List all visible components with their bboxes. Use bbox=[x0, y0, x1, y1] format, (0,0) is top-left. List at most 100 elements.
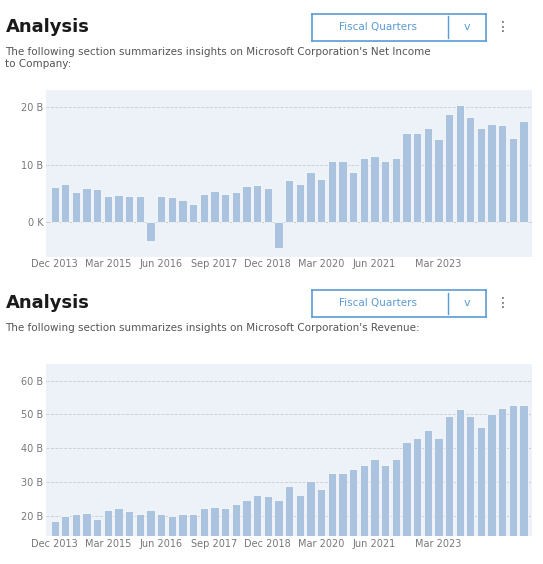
Bar bbox=[168, 197, 176, 222]
Text: v: v bbox=[464, 298, 470, 309]
Bar bbox=[509, 138, 517, 222]
Bar bbox=[115, 195, 123, 222]
Bar bbox=[349, 469, 357, 564]
Text: ⋮: ⋮ bbox=[496, 297, 510, 310]
Bar bbox=[498, 408, 507, 564]
Bar bbox=[466, 416, 475, 564]
Bar bbox=[253, 185, 261, 222]
Bar bbox=[104, 510, 112, 564]
Text: Analysis: Analysis bbox=[5, 18, 89, 36]
Bar bbox=[477, 127, 485, 222]
Bar bbox=[295, 184, 304, 222]
Bar bbox=[424, 127, 432, 222]
Bar bbox=[179, 200, 187, 222]
Bar bbox=[147, 510, 155, 564]
Bar bbox=[104, 196, 112, 222]
Bar bbox=[93, 190, 102, 222]
Bar bbox=[413, 438, 421, 564]
Bar bbox=[370, 156, 378, 222]
Bar bbox=[285, 486, 293, 564]
Bar bbox=[434, 139, 443, 222]
Bar bbox=[370, 459, 378, 564]
Text: Fiscal Quarters: Fiscal Quarters bbox=[339, 22, 417, 32]
Bar bbox=[445, 416, 453, 564]
Bar bbox=[179, 514, 187, 564]
Bar bbox=[338, 473, 346, 564]
Bar bbox=[189, 514, 198, 564]
Bar bbox=[157, 514, 166, 564]
Bar bbox=[115, 508, 123, 564]
Bar bbox=[456, 104, 464, 222]
Bar bbox=[359, 158, 368, 222]
Bar bbox=[242, 186, 251, 222]
Bar bbox=[242, 500, 251, 564]
Bar bbox=[264, 188, 272, 222]
Bar bbox=[221, 193, 229, 222]
Bar bbox=[413, 133, 421, 222]
Bar bbox=[488, 414, 496, 564]
Bar bbox=[317, 488, 325, 564]
Bar bbox=[477, 427, 485, 564]
Bar bbox=[232, 192, 240, 222]
Bar bbox=[125, 511, 134, 564]
Bar bbox=[83, 188, 91, 222]
Bar bbox=[200, 193, 208, 222]
Bar bbox=[402, 442, 411, 564]
Bar bbox=[306, 482, 314, 564]
Bar bbox=[349, 171, 357, 222]
Bar bbox=[445, 114, 453, 222]
Bar bbox=[50, 187, 59, 222]
Bar bbox=[61, 184, 70, 222]
Bar bbox=[232, 504, 240, 564]
Text: ⋮: ⋮ bbox=[496, 20, 510, 34]
Text: Analysis: Analysis bbox=[5, 294, 89, 312]
Bar bbox=[359, 465, 368, 564]
Bar bbox=[456, 409, 464, 564]
Bar bbox=[50, 521, 59, 564]
Bar bbox=[93, 519, 102, 564]
Text: v: v bbox=[464, 22, 470, 32]
Bar bbox=[136, 196, 144, 222]
Bar bbox=[520, 121, 528, 222]
Bar bbox=[295, 495, 304, 564]
Bar bbox=[210, 507, 219, 564]
Bar bbox=[381, 161, 389, 222]
Bar bbox=[488, 124, 496, 222]
Bar bbox=[338, 161, 346, 222]
Bar bbox=[157, 196, 166, 222]
Bar bbox=[147, 222, 155, 241]
Bar bbox=[306, 171, 314, 222]
Bar bbox=[327, 473, 336, 564]
Text: The following section summarizes insights on Microsoft Corporation's Net Income
: The following section summarizes insight… bbox=[5, 47, 431, 69]
Bar bbox=[189, 204, 198, 222]
Bar bbox=[83, 513, 91, 564]
Bar bbox=[424, 430, 432, 564]
Bar bbox=[327, 161, 336, 222]
Bar bbox=[392, 158, 400, 222]
Bar bbox=[498, 125, 507, 222]
Bar bbox=[210, 191, 219, 222]
Text: Fiscal Quarters: Fiscal Quarters bbox=[339, 298, 417, 309]
Bar bbox=[285, 180, 293, 222]
Bar bbox=[253, 495, 261, 564]
Bar bbox=[221, 509, 229, 564]
Bar bbox=[520, 406, 528, 564]
Bar bbox=[200, 509, 208, 564]
Bar bbox=[136, 514, 144, 564]
Bar bbox=[125, 196, 134, 222]
Bar bbox=[168, 515, 176, 564]
Bar bbox=[317, 179, 325, 222]
Bar bbox=[381, 465, 389, 564]
Bar bbox=[402, 133, 411, 222]
Bar bbox=[61, 516, 70, 564]
Bar bbox=[392, 459, 400, 564]
Text: The following section summarizes insights on Microsoft Corporation's Revenue:: The following section summarizes insight… bbox=[5, 323, 420, 333]
Bar bbox=[466, 117, 475, 222]
Bar bbox=[264, 496, 272, 564]
Bar bbox=[434, 438, 443, 564]
Bar bbox=[72, 514, 80, 564]
Bar bbox=[274, 222, 283, 248]
Bar bbox=[274, 500, 283, 564]
Bar bbox=[509, 406, 517, 564]
Bar bbox=[72, 192, 80, 222]
